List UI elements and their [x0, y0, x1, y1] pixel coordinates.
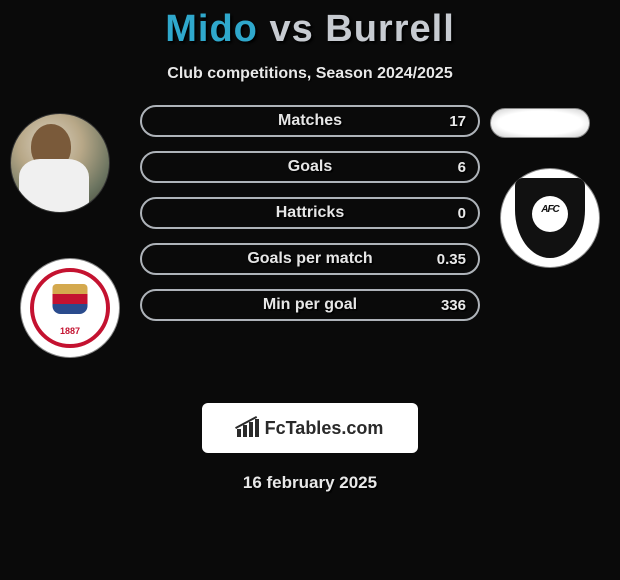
brand-badge: FcTables.com	[202, 403, 418, 453]
stat-row-hattricks: Hattricks 0	[140, 197, 480, 229]
comparison-content: Matches 17 Goals 6 Hattricks 0 Goals per…	[0, 113, 620, 393]
stat-row-matches: Matches 17	[140, 105, 480, 137]
player1-avatar	[10, 113, 110, 213]
bar-chart-icon	[237, 419, 259, 437]
stat-row-goals-per-match: Goals per match 0.35	[140, 243, 480, 275]
stats-list: Matches 17 Goals 6 Hattricks 0 Goals per…	[140, 105, 480, 335]
stat-row-goals: Goals 6	[140, 151, 480, 183]
brand-text: FcTables.com	[265, 418, 384, 439]
stat-value-right: 0.35	[437, 245, 466, 273]
subtitle: Club competitions, Season 2024/2025	[0, 65, 620, 83]
player2-club-badge	[500, 168, 600, 268]
date-label: 16 february 2025	[0, 473, 620, 493]
stat-label: Goals per match	[142, 245, 478, 273]
page-title: Mido vs Burrell	[0, 0, 620, 51]
player1-club-badge	[20, 258, 120, 358]
stat-value-right: 336	[441, 291, 466, 319]
stat-row-min-per-goal: Min per goal 336	[140, 289, 480, 321]
stat-label: Goals	[142, 153, 478, 181]
stat-value-right: 6	[458, 153, 466, 181]
title-player2: Burrell	[325, 8, 454, 50]
afc-crest-icon	[515, 178, 585, 258]
stat-label: Min per goal	[142, 291, 478, 319]
stat-value-right: 0	[458, 199, 466, 227]
player2-avatar	[490, 108, 590, 138]
title-vs: vs	[269, 8, 313, 50]
stat-label: Hattricks	[142, 199, 478, 227]
stat-label: Matches	[142, 107, 478, 135]
barnsley-crest-icon	[30, 268, 110, 348]
stat-value-right: 17	[449, 107, 466, 135]
title-player1: Mido	[165, 8, 258, 50]
